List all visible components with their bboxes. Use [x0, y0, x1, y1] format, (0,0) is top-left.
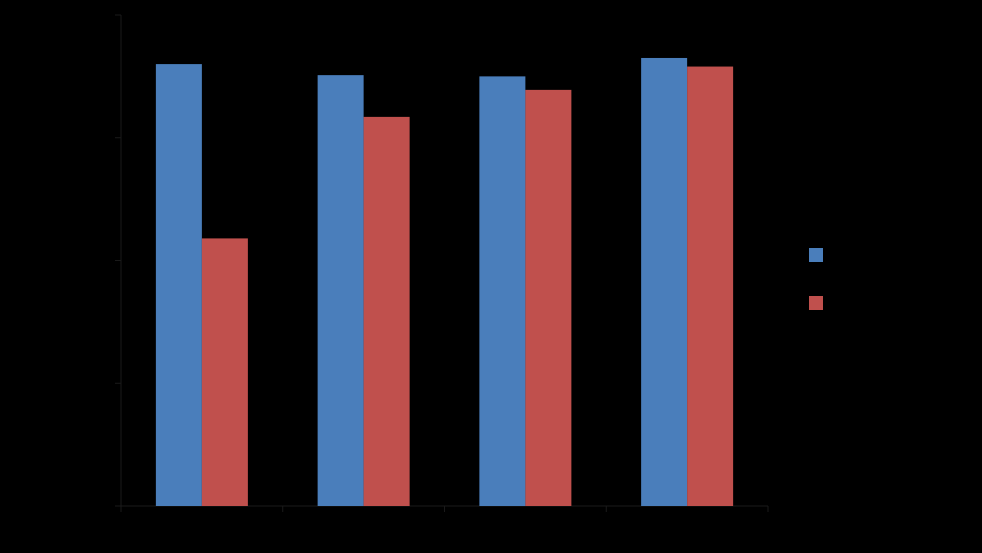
data-label: aB — [328, 44, 352, 66]
bar-series1 — [641, 57, 688, 507]
bars — [155, 57, 734, 507]
legend-swatch-series1 — [809, 248, 823, 262]
bar-series2 — [363, 116, 410, 506]
data-label: aA — [213, 207, 238, 229]
legend-swatch-series2 — [809, 296, 823, 310]
legend — [809, 248, 823, 310]
data-label: cA — [698, 36, 722, 58]
bar-series2 — [525, 89, 572, 506]
data-label: bA — [374, 86, 399, 108]
bar-series2 — [687, 66, 734, 507]
data-label: bcA — [531, 59, 566, 81]
data-label: aB — [167, 33, 191, 55]
bar-labels: aB aB aA aA aA bA bcA cA — [167, 27, 723, 229]
bar-series1 — [317, 75, 364, 507]
data-label: aA — [490, 45, 515, 67]
data-label: aA — [652, 27, 677, 49]
bar-series1 — [155, 64, 202, 506]
bar-series2 — [201, 238, 248, 506]
bar-series1 — [479, 76, 526, 506]
